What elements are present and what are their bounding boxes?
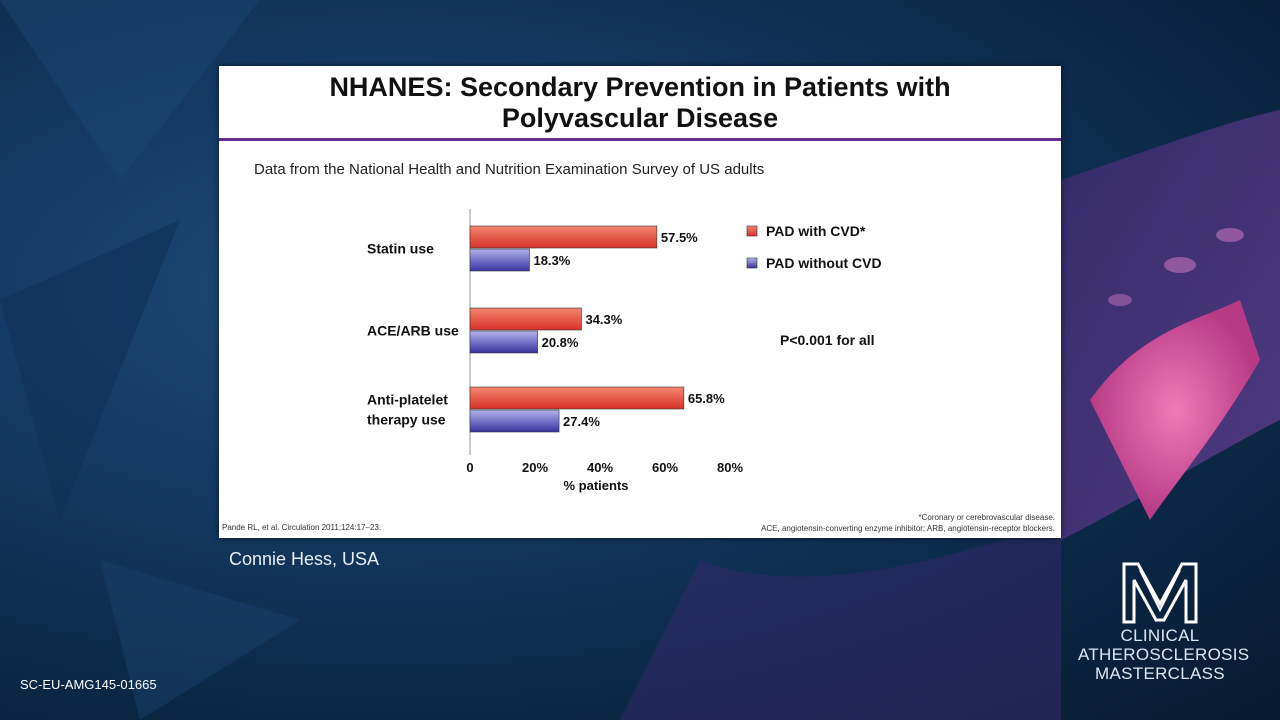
title-line-1: NHANES: Secondary Prevention in Patients… [329, 72, 951, 102]
title-line-2: Polyvascular Disease [501, 103, 779, 133]
legend-label: PAD without CVD [766, 255, 882, 271]
logo-line-1: CLINICAL [1120, 626, 1200, 645]
m-logo-icon [1122, 562, 1198, 624]
masterclass-logo: CLINICAL ATHEROSCLEROSIS MASTERCLASS [1078, 560, 1250, 683]
category-label: ACE/ARB use [367, 323, 459, 339]
x-tick-label: 20% [522, 460, 548, 475]
slide-title: NHANES: Secondary Prevention in Patients… [219, 72, 1061, 134]
slide-panel: NHANES: Secondary Prevention in Patients… [219, 66, 1061, 538]
document-code: SC-EU-AMG145-01665 [20, 677, 157, 692]
title-divider [219, 138, 1061, 141]
p-value-annotation: P<0.001 for all [780, 332, 875, 348]
data-label: 18.3% [533, 253, 570, 268]
x-tick-label: 40% [587, 460, 613, 475]
footnote-line-2: ACE, angiotensin-converting enzyme inhib… [761, 524, 1055, 533]
bar [469, 225, 658, 249]
legend-swatch [746, 257, 758, 269]
presenter-name: Connie Hess, USA [229, 549, 380, 569]
legend-swatch [746, 225, 758, 237]
chart-subtitle: Data from the National Health and Nutrit… [254, 161, 765, 178]
data-label: 27.4% [563, 414, 600, 429]
category-label: Anti-platelet [367, 392, 448, 408]
legend-label: PAD with CVD* [766, 223, 866, 239]
bar [469, 386, 685, 410]
x-tick-label: 80% [717, 460, 743, 475]
footnote-line-1: *Coronary or cerebrovascular disease. [918, 513, 1055, 522]
data-label: 57.5% [661, 230, 698, 245]
bar [469, 409, 560, 433]
x-axis-title: % patients [563, 478, 628, 493]
bar [469, 330, 538, 354]
logo-line-3: MASTERCLASS [1095, 664, 1225, 683]
bar [469, 307, 582, 331]
category-label: Statin use [367, 241, 434, 257]
data-label: 65.8% [688, 391, 725, 406]
data-label: 34.3% [585, 312, 622, 327]
bar-chart: 0 20% 40% 60% 80% % patients Statin use 57.5% 18… [367, 209, 882, 493]
category-label: therapy use [367, 412, 446, 428]
bar [469, 248, 530, 272]
logo-line-2: ATHEROSCLEROSIS [1078, 645, 1250, 664]
data-label: 20.8% [542, 335, 579, 350]
x-tick-label: 0 [466, 460, 473, 475]
reference-citation: Pande RL, et al. Circulation 2011;124:17… [222, 523, 382, 532]
abbreviation-footnote: *Coronary or cerebrovascular disease. AC… [761, 512, 1055, 534]
x-tick-label: 60% [652, 460, 678, 475]
